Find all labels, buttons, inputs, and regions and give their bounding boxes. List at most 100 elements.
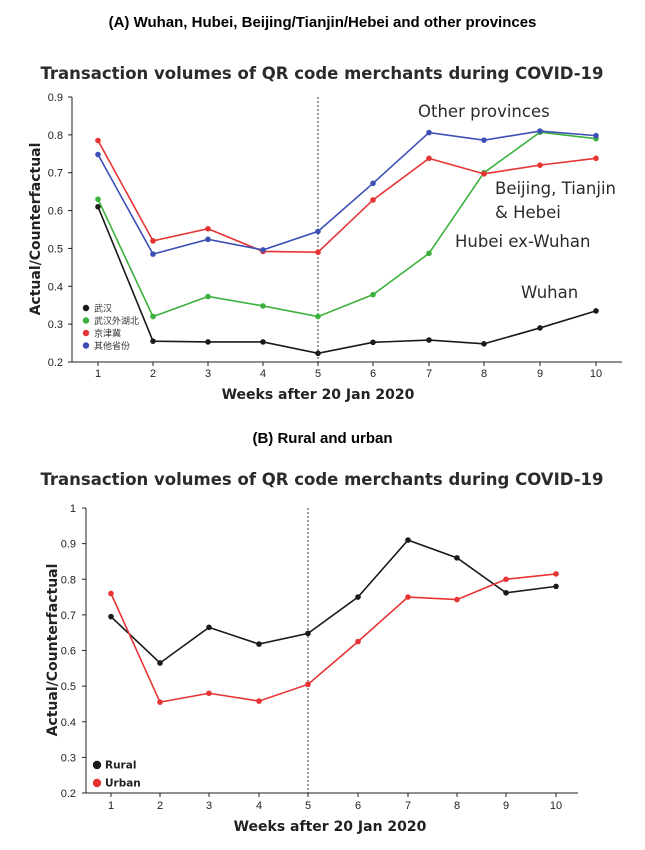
series-line [110,573,557,704]
data-point [503,589,509,596]
data-point [553,583,559,590]
x-tick-label: 2 [157,800,163,812]
x-tick-label: 1 [95,368,101,380]
data-point [108,590,114,597]
x-tick-label: 7 [405,800,411,812]
data-point [593,155,599,162]
x-tick-label: 6 [355,800,361,812]
legend-label: 武汉 [94,303,112,315]
data-point [315,228,321,235]
data-point [370,339,376,346]
y-tick-label: 0.8 [61,574,76,586]
x-tick-label: 10 [550,800,562,812]
data-point [260,339,266,345]
data-point [95,203,101,210]
legend-marker [82,304,90,312]
data-point [95,196,101,203]
legend-label: Rural [105,760,136,772]
y-tick-label: 0.4 [61,717,76,729]
y-tick-label: 0.9 [61,539,76,551]
data-point [205,293,211,300]
x-tick-label: 8 [454,800,460,812]
x-tick-label: 4 [256,800,262,812]
data-point [205,225,211,232]
legend: Rural Urban [92,760,141,790]
data-point [95,137,101,144]
data-point [454,555,460,561]
data-point [95,151,101,158]
x-tick-label: 3 [206,800,212,812]
annotation: & Hebei [495,203,561,222]
data-point [405,594,411,600]
y-tick-label: 0.6 [48,206,63,218]
data-point [205,339,211,345]
data-point [256,698,262,704]
x-tick-label: 9 [503,800,509,812]
y-tick-label: 0.7 [61,610,76,622]
x-tick-label: 10 [590,368,602,380]
data-point [370,180,376,187]
data-point [426,337,432,343]
series-0 [95,203,599,357]
data-point [206,690,212,697]
y-axis-label: Actual/Counterfactual [45,564,61,737]
x-axis-label: Weeks after 20 Jan 2020 [222,387,415,403]
data-point [150,238,156,244]
y-tick-label: 0.9 [48,92,63,104]
y-tick-label: 1 [70,503,76,515]
data-point [256,641,262,647]
y-tick-label: 0.2 [48,357,63,369]
chart-a: Transaction volumes of QR code merchants… [28,64,622,403]
y-tick-label: 0.3 [48,319,63,331]
x-tick-label: 6 [370,368,376,380]
data-point [481,341,487,347]
data-point [553,571,559,577]
y-axis-label: Actual/Counterfactual [28,143,44,316]
panel-b-heading: (B) Rural and urban [252,430,393,447]
x-tick-label: 5 [305,800,311,812]
data-point [315,313,321,320]
data-point [260,247,266,253]
data-point [503,576,509,583]
legend-label: Urban [105,778,141,790]
y-tick-label: 0.4 [48,281,63,293]
series-line [97,131,597,318]
data-point [426,250,432,257]
y-tick-label: 0.5 [48,243,63,255]
data-point [206,624,212,631]
legend-label: 武汉外湖北 [94,315,139,327]
annotation: Wuhan [521,283,578,302]
chart-b: Transaction volumes of QR code merchants… [40,470,603,835]
data-point [315,249,321,256]
series-line [110,539,557,665]
data-point [150,313,156,320]
data-point [593,132,599,139]
legend-marker [82,317,90,324]
chart-title: Transaction volumes of QR code merchants… [40,470,603,489]
data-point [305,681,311,688]
data-point [355,638,361,645]
x-tick-label: 4 [260,368,266,380]
data-point [305,630,311,637]
y-tick-label: 0.8 [48,130,63,142]
series-3 [95,128,599,257]
x-tick-label: 7 [426,368,432,380]
y-tick-label: 0.3 [61,752,76,764]
data-point [426,155,432,162]
series-line [97,140,597,254]
x-tick-label: 5 [315,368,321,380]
x-tick-label: 9 [537,368,543,380]
y-tick-label: 0.6 [61,646,76,658]
x-axis-label: Weeks after 20 Jan 2020 [234,819,427,835]
legend-marker [82,329,90,337]
y-tick-label: 0.2 [61,788,76,800]
x-tick-label: 2 [150,368,156,380]
data-point [537,128,543,134]
legend-label: 其他省份 [94,340,130,352]
data-point [481,171,487,177]
data-point [157,699,163,705]
data-point [481,137,487,143]
x-tick-label: 1 [108,800,114,812]
